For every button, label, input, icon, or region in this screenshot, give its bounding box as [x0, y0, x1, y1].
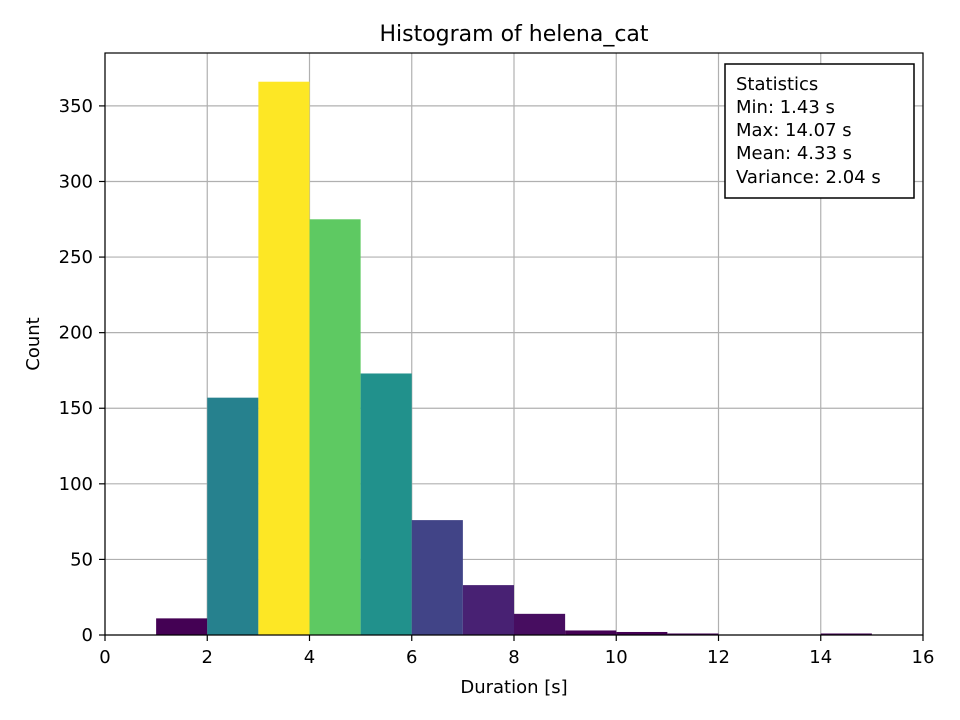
- x-tick-label: 2: [202, 647, 213, 668]
- statistics-heading: Statistics: [736, 74, 818, 95]
- histogram-bar: [616, 631, 668, 635]
- statistics-min: Min: 1.43 s: [736, 97, 835, 118]
- histogram-bar: [411, 520, 463, 635]
- y-axis-label: Count: [23, 317, 44, 370]
- x-axis-ticks: 0 2 4 6 8 10 12 14 16: [99, 635, 934, 668]
- chart-title: Histogram of helena_cat: [379, 22, 648, 47]
- y-tick-label: 350: [59, 96, 93, 117]
- y-tick-label: 200: [59, 323, 93, 344]
- statistics-box-frame: [724, 63, 915, 199]
- y-tick-label: 250: [59, 247, 93, 268]
- x-tick-label: 10: [605, 647, 628, 668]
- x-tick-label: 0: [99, 647, 110, 668]
- y-axis-ticks: 0 50 100 150 200 250 300 350: [59, 96, 105, 646]
- histogram-bar: [156, 618, 208, 635]
- histogram-bar: [309, 219, 361, 636]
- histogram-bar: [360, 373, 412, 635]
- statistics-box: Statistics Min: 1.43 s Max: 14.07 s Mean…: [724, 63, 915, 199]
- x-tick-label: 6: [406, 647, 417, 668]
- x-tick-label: 8: [508, 647, 519, 668]
- histogram-bar: [258, 81, 310, 636]
- x-tick-label: 14: [809, 647, 832, 668]
- statistics-mean: Mean: 4.33 s: [736, 143, 852, 164]
- histogram-bar: [820, 633, 872, 635]
- histogram-bar: [667, 633, 719, 635]
- histogram-bar: [514, 613, 566, 635]
- x-tick-label: 12: [707, 647, 730, 668]
- histogram-bar: [207, 397, 259, 635]
- histogram-bar: [462, 585, 514, 635]
- y-tick-label: 150: [59, 398, 93, 419]
- plot-frame: [104, 52, 924, 636]
- y-tick-label: 300: [59, 171, 93, 192]
- y-tick-label: 0: [82, 625, 93, 646]
- statistics-variance: Variance: 2.04 s: [736, 167, 881, 188]
- x-tick-label: 4: [304, 647, 315, 668]
- histogram-bar: [565, 630, 617, 635]
- x-axis-label: Duration [s]: [460, 677, 567, 698]
- statistics-max: Max: 14.07 s: [736, 120, 852, 141]
- x-tick-label: 16: [912, 647, 935, 668]
- y-tick-label: 50: [70, 549, 93, 570]
- y-tick-label: 100: [59, 474, 93, 495]
- histogram-bars: [156, 81, 872, 636]
